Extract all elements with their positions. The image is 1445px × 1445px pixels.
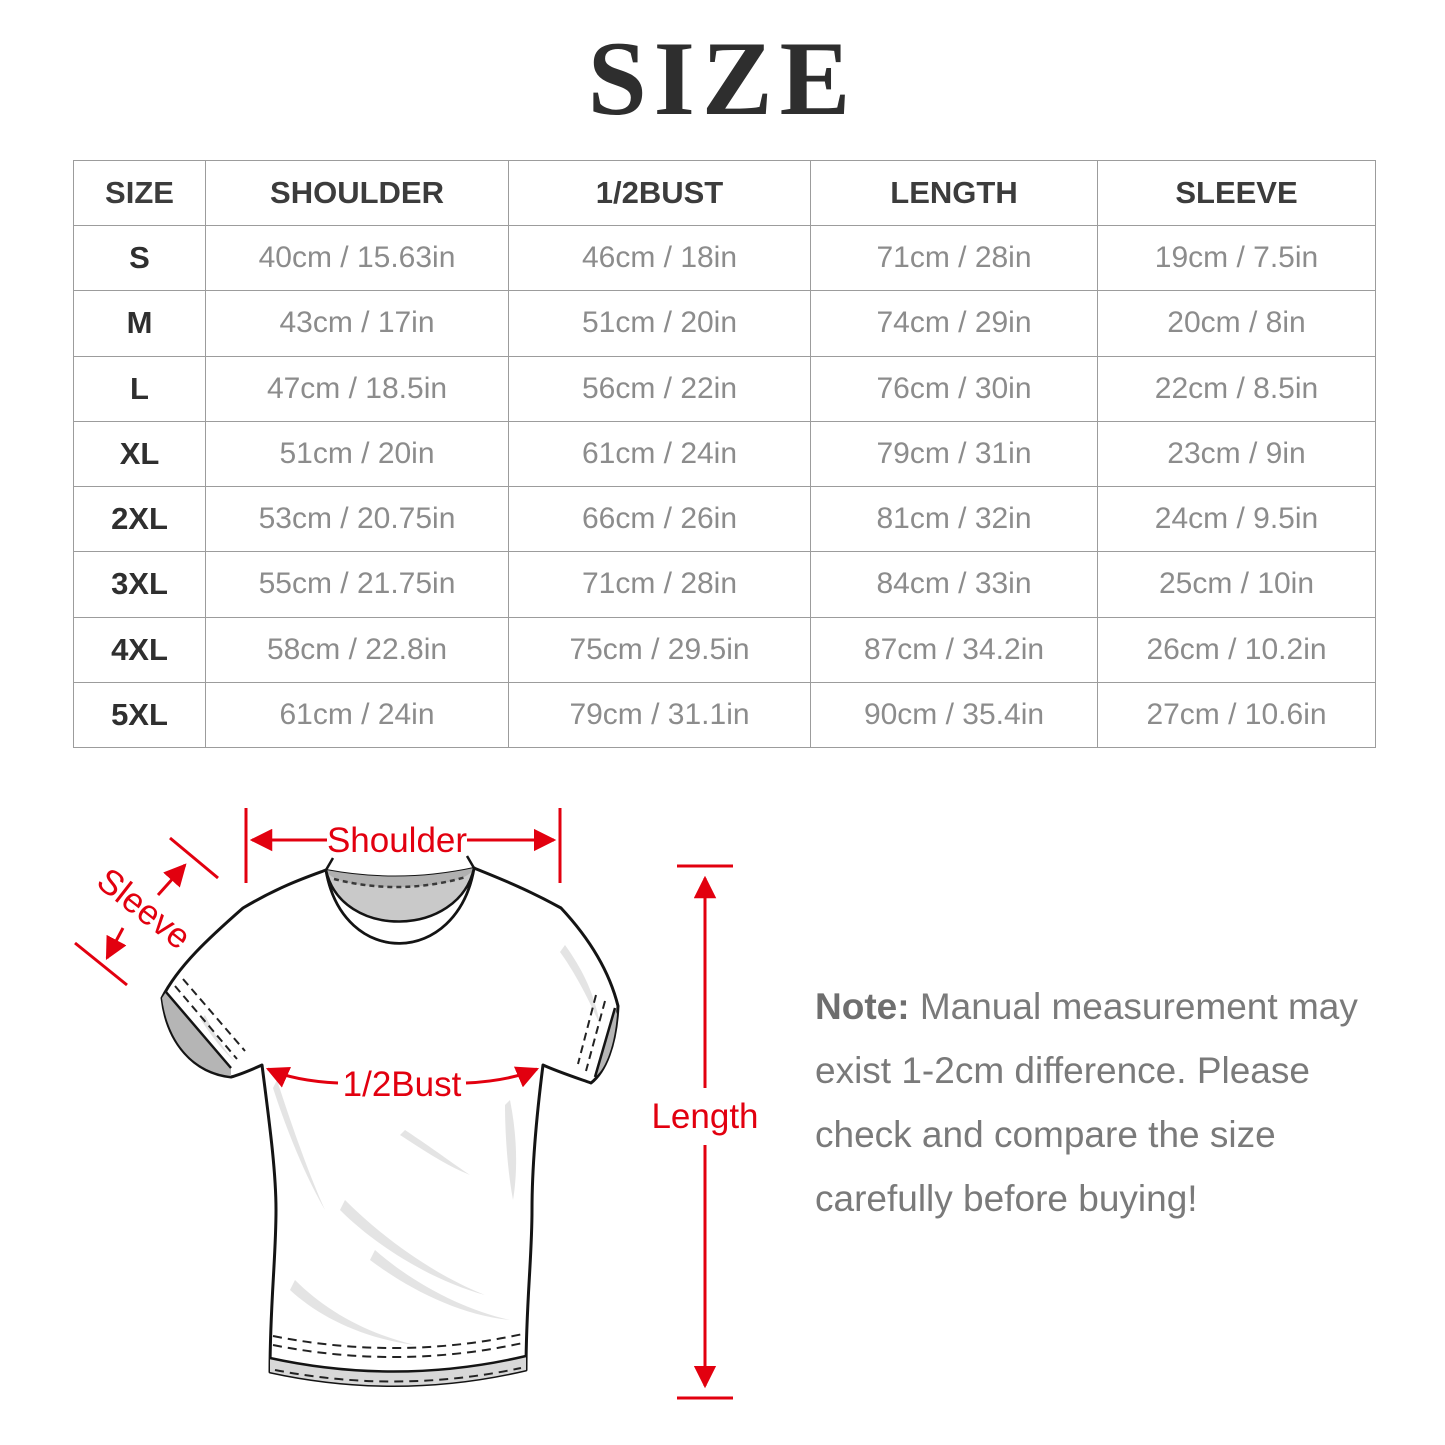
table-row: 5XL 61cm / 24in 79cm / 31.1in 90cm / 35.… bbox=[73, 681, 1376, 749]
bust-value: 46cm / 18in bbox=[508, 224, 811, 292]
shoulder-label: Shoulder bbox=[327, 821, 467, 860]
bust-value: 51cm / 20in bbox=[508, 290, 811, 357]
shoulder-value: 51cm / 20in bbox=[205, 420, 509, 488]
col-header-shoulder: SHOULDER bbox=[205, 160, 509, 226]
length-value: 81cm / 32in bbox=[810, 485, 1098, 553]
collar-back-stitch bbox=[333, 875, 467, 889]
table-row: S 40cm / 15.63in 46cm / 18in 71cm / 28in… bbox=[73, 224, 1376, 292]
sleeve-value: 22cm / 8.5in bbox=[1097, 355, 1376, 422]
size-label: M bbox=[73, 290, 206, 357]
size-table: SIZE SHOULDER 1/2BUST LENGTH SLEEVE S 40… bbox=[73, 160, 1376, 749]
sleeve-value: 24cm / 9.5in bbox=[1097, 485, 1376, 553]
bust-value: 71cm / 28in bbox=[508, 551, 811, 618]
col-header-sleeve: SLEEVE bbox=[1097, 160, 1376, 226]
bottom-hem bbox=[269, 1333, 527, 1386]
bust-value: 75cm / 29.5in bbox=[508, 616, 811, 683]
shoulder-dimension-arrow: Shoulder bbox=[244, 808, 562, 883]
length-dimension-arrow: Length bbox=[651, 864, 759, 1400]
table-row: L 47cm / 18.5in 56cm / 22in 76cm / 30in … bbox=[73, 355, 1376, 422]
bust-dimension-arrow: 1/2Bust bbox=[265, 1065, 540, 1104]
length-label: Length bbox=[651, 1097, 758, 1136]
size-label: 2XL bbox=[73, 485, 206, 553]
fabric-wrinkles bbox=[201, 945, 600, 1345]
shoulder-value: 47cm / 18.5in bbox=[205, 355, 509, 422]
note-label: Note: bbox=[815, 986, 910, 1027]
table-row: 2XL 53cm / 20.75in 66cm / 26in 81cm / 32… bbox=[73, 485, 1376, 553]
size-label: XL bbox=[73, 420, 206, 488]
length-value: 74cm / 29in bbox=[810, 290, 1098, 357]
left-cuff bbox=[162, 978, 246, 1076]
sleeve-value: 23cm / 9in bbox=[1097, 420, 1376, 488]
col-header-length: LENGTH bbox=[810, 160, 1098, 226]
bust-value: 61cm / 24in bbox=[508, 420, 811, 488]
shoulder-value: 61cm / 24in bbox=[205, 681, 509, 749]
collar-rib-band bbox=[324, 867, 476, 945]
col-header-size: SIZE bbox=[73, 160, 206, 226]
shoulder-value: 40cm / 15.63in bbox=[205, 224, 509, 292]
sleeve-value: 25cm / 10in bbox=[1097, 551, 1376, 618]
tshirt-measurement-diagram: Shoulder Sleeve 1/2Bust Length bbox=[74, 808, 759, 1400]
tshirt-outline bbox=[160, 866, 620, 1388]
length-value: 79cm / 31in bbox=[810, 420, 1098, 488]
right-cuff bbox=[577, 994, 617, 1078]
size-label: S bbox=[73, 224, 206, 292]
size-label: 4XL bbox=[73, 616, 206, 683]
length-value: 76cm / 30in bbox=[810, 355, 1098, 422]
shoulder-value: 55cm / 21.75in bbox=[205, 551, 509, 618]
bust-value: 66cm / 26in bbox=[508, 485, 811, 553]
collar-corner-notches bbox=[324, 855, 476, 871]
table-row: 3XL 55cm / 21.75in 71cm / 28in 84cm / 33… bbox=[73, 551, 1376, 618]
size-label: 3XL bbox=[73, 551, 206, 618]
note-text: Note: Manual measurement may exist 1-2cm… bbox=[815, 975, 1365, 1231]
collar-back-band bbox=[326, 868, 474, 888]
size-label: L bbox=[73, 355, 206, 422]
collar bbox=[324, 855, 476, 945]
sleeve-value: 26cm / 10.2in bbox=[1097, 616, 1376, 683]
table-row: XL 51cm / 20in 61cm / 24in 79cm / 31in 2… bbox=[73, 420, 1376, 488]
sleeve-value: 27cm / 10.6in bbox=[1097, 681, 1376, 749]
table-row: M 43cm / 17in 51cm / 20in 74cm / 29in 20… bbox=[73, 290, 1376, 357]
shoulder-value: 53cm / 20.75in bbox=[205, 485, 509, 553]
shoulder-value: 43cm / 17in bbox=[205, 290, 509, 357]
sleeve-value: 19cm / 7.5in bbox=[1097, 224, 1376, 292]
tshirt-illustration bbox=[160, 855, 620, 1388]
sleeve-label: Sleeve bbox=[90, 861, 198, 958]
col-header-bust: 1/2BUST bbox=[508, 160, 811, 226]
note-body: Manual measurement may exist 1-2cm diffe… bbox=[815, 986, 1358, 1219]
shoulder-value: 58cm / 22.8in bbox=[205, 616, 509, 683]
length-value: 71cm / 28in bbox=[810, 224, 1098, 292]
length-value: 87cm / 34.2in bbox=[810, 616, 1098, 683]
table-header-row: SIZE SHOULDER 1/2BUST LENGTH SLEEVE bbox=[73, 160, 1376, 226]
sleeve-value: 20cm / 8in bbox=[1097, 290, 1376, 357]
size-label: 5XL bbox=[73, 681, 206, 749]
page-title: SIZE bbox=[587, 20, 858, 137]
bust-label: 1/2Bust bbox=[343, 1065, 462, 1104]
table-row: 4XL 58cm / 22.8in 75cm / 29.5in 87cm / 3… bbox=[73, 616, 1376, 683]
length-value: 84cm / 33in bbox=[810, 551, 1098, 618]
bust-value: 56cm / 22in bbox=[508, 355, 811, 422]
length-value: 90cm / 35.4in bbox=[810, 681, 1098, 749]
bust-value: 79cm / 31.1in bbox=[508, 681, 811, 749]
